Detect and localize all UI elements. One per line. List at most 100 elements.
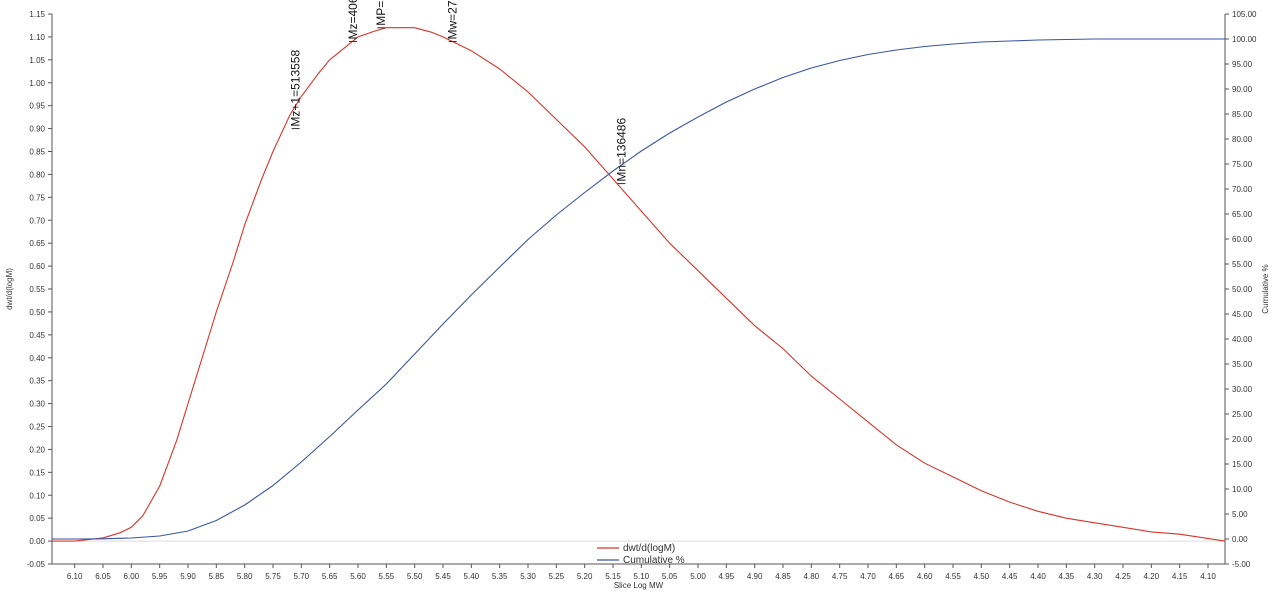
- x-tick-label: 4.55: [945, 572, 961, 581]
- y2-tick-label: 50.00: [1232, 285, 1253, 294]
- y-tick-label: 0.90: [29, 125, 45, 134]
- x-tick-label: 4.25: [1115, 572, 1131, 581]
- x-tick-label: 5.40: [464, 572, 480, 581]
- y2-tick-label: 85.00: [1232, 110, 1253, 119]
- y2-tick-label: 80.00: [1232, 135, 1253, 144]
- y-tick-label: 0.85: [29, 148, 45, 157]
- y2-tick-label: 35.00: [1232, 360, 1253, 369]
- annotation-label: Mz=406264: [346, 0, 360, 40]
- x-tick-label: 5.50: [407, 572, 423, 581]
- legend: dwt/d(logM) Cumulative %: [597, 543, 685, 566]
- y-tick-label: 0.80: [29, 170, 45, 179]
- y2-tick-label: 75.00: [1232, 160, 1253, 169]
- x-tick-label: 5.05: [662, 572, 678, 581]
- legend-label-dwt: dwt/d(logM): [623, 543, 675, 554]
- y2-tick-label: 65.00: [1232, 210, 1253, 219]
- x-tick-label: 5.90: [180, 572, 196, 581]
- x-tick-label: 4.50: [974, 572, 990, 581]
- x-tick-label: 5.55: [379, 572, 395, 581]
- x-tick-label: 5.20: [577, 572, 593, 581]
- y2-tick-label: 40.00: [1232, 335, 1253, 344]
- x-tick-label: 5.85: [209, 572, 225, 581]
- y2-tick-label: 95.00: [1232, 60, 1253, 69]
- x-tick-label: 5.00: [690, 572, 706, 581]
- y2-tick-label: 15.00: [1232, 460, 1253, 469]
- x-tick-label: 6.00: [124, 572, 140, 581]
- y-tick-label: 0.30: [29, 400, 45, 409]
- y2-tick-label: 30.00: [1232, 385, 1253, 394]
- y-tick-label: 0.00: [29, 537, 45, 546]
- annotation-group: Mz+1=513558 Mz=406264 MP=362467 Mw=271073 Mn…: [289, 0, 629, 185]
- x-tick-label: 6.05: [95, 572, 111, 581]
- y-tick-label: 0.35: [29, 377, 45, 386]
- x-tick-label: 4.60: [917, 572, 933, 581]
- x-tick-label: 5.65: [322, 572, 338, 581]
- x-tick-label: 4.45: [1002, 572, 1018, 581]
- x-tick-label: 5.75: [265, 572, 281, 581]
- y2-tick-label: 100.00: [1232, 35, 1257, 44]
- cumulative-series-line: [52, 38, 1225, 540]
- y-tick-label: 0.70: [29, 216, 45, 225]
- y-tick-label: 0.55: [29, 285, 45, 294]
- x-tick-label: 5.80: [237, 572, 253, 581]
- dwt-series-line: [52, 27, 1226, 542]
- y-tick-label: 1.10: [29, 33, 45, 42]
- x-tick-label: 5.60: [350, 572, 366, 581]
- y2-tick-label: 5.00: [1232, 510, 1248, 519]
- annotation-label: Mz+1=513558: [289, 50, 303, 127]
- annotation-label: Mn=136486: [615, 118, 629, 182]
- x-tick-label: 5.95: [152, 572, 168, 581]
- y-tick-label: 0.60: [29, 262, 45, 271]
- y-axis-title: dwt/d(logM): [5, 268, 14, 310]
- x-tick-label: 4.85: [775, 572, 791, 581]
- x-axis-title: Slice Log MW: [614, 581, 664, 590]
- x-tick-label: 5.30: [520, 572, 536, 581]
- y-tick-label: 0.25: [29, 423, 45, 432]
- tick-group: -0.05 0.00 0.05 0.10 0.15 0.20 0.25 0.30 0.35 0.4…: [27, 10, 1257, 581]
- y2-tick-label: 25.00: [1232, 410, 1253, 419]
- annotation-label: Mw=271073: [446, 0, 460, 40]
- x-tick-label: 5.35: [492, 572, 508, 581]
- x-tick-label: 5.45: [435, 572, 451, 581]
- y2-tick-label: 0.00: [1232, 535, 1248, 544]
- x-tick-label: 4.35: [1059, 572, 1075, 581]
- x-tick-label: 4.15: [1172, 572, 1188, 581]
- x-tick-label: 4.95: [719, 572, 735, 581]
- y-tick-label: -0.05: [27, 560, 46, 569]
- y-tick-label: 0.15: [29, 468, 45, 477]
- y-tick-label: 0.40: [29, 354, 45, 363]
- x-tick-label: 5.10: [634, 572, 650, 581]
- y2-tick-label: 10.00: [1232, 485, 1253, 494]
- x-tick-label: 4.10: [1200, 572, 1216, 581]
- y-tick-label: 0.65: [29, 239, 45, 248]
- y2-tick-label: 105.00: [1232, 10, 1257, 19]
- y-tick-label: 0.50: [29, 308, 45, 317]
- y-tick-label: 1.15: [29, 10, 45, 19]
- x-tick-label: 4.70: [860, 572, 876, 581]
- legend-label-cumulative: Cumulative %: [623, 555, 685, 566]
- x-tick-label: 4.20: [1144, 572, 1160, 581]
- y-tick-label: 0.75: [29, 193, 45, 202]
- y-tick-label: 0.20: [29, 445, 45, 454]
- y-tick-label: 1.05: [29, 56, 45, 65]
- y2-axis-title: Cumulative %: [1261, 264, 1270, 313]
- y2-tick-label: 20.00: [1232, 435, 1253, 444]
- y2-tick-label: 45.00: [1232, 310, 1253, 319]
- x-tick-label: 6.10: [67, 572, 83, 581]
- y2-tick-label: 55.00: [1232, 260, 1253, 269]
- x-tick-label: 4.90: [747, 572, 763, 581]
- y2-tick-label: 70.00: [1232, 185, 1253, 194]
- x-tick-label: 4.30: [1087, 572, 1103, 581]
- x-tick-label: 4.75: [832, 572, 848, 581]
- y-tick-label: 0.45: [29, 331, 45, 340]
- y-tick-label: 1.00: [29, 79, 45, 88]
- y2-tick-label: 90.00: [1232, 85, 1253, 94]
- y-tick-label: 0.10: [29, 491, 45, 500]
- y-tick-label: 0.05: [29, 514, 45, 523]
- x-tick-label: 4.40: [1030, 572, 1046, 581]
- annotation-label: MP=362467: [374, 0, 388, 26]
- x-tick-label: 4.80: [804, 572, 820, 581]
- x-tick-label: 5.15: [605, 572, 621, 581]
